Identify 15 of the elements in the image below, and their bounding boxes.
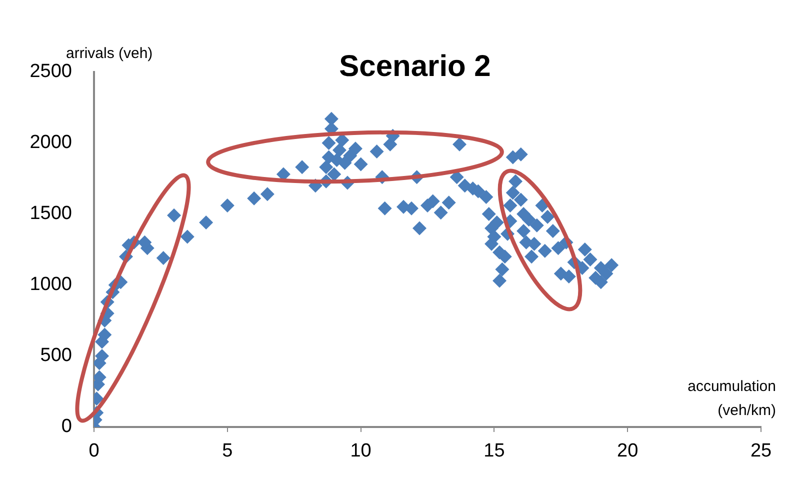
x-axis-title: accumulation (veh/km) <box>688 378 776 419</box>
x-tick-label: 25 <box>750 440 772 462</box>
y-tick-label: 1500 <box>30 203 72 224</box>
y-tick-label: 2000 <box>30 132 72 154</box>
x-tick-label: 5 <box>222 440 233 462</box>
x-tick-label: 20 <box>617 440 638 462</box>
y-tick-label: 0 <box>61 416 72 438</box>
x-tick-label: 15 <box>484 440 505 462</box>
y-tick-label: 500 <box>40 345 72 366</box>
x-tick-label: 0 <box>88 440 100 462</box>
chart-title: Scenario 2 <box>339 50 491 83</box>
y-tick-label: 2500 <box>30 61 72 82</box>
x-tick-label: 10 <box>350 440 372 462</box>
y-tick-label: 1000 <box>30 274 72 296</box>
y-axis-title: arrivals (veh) <box>66 45 153 62</box>
